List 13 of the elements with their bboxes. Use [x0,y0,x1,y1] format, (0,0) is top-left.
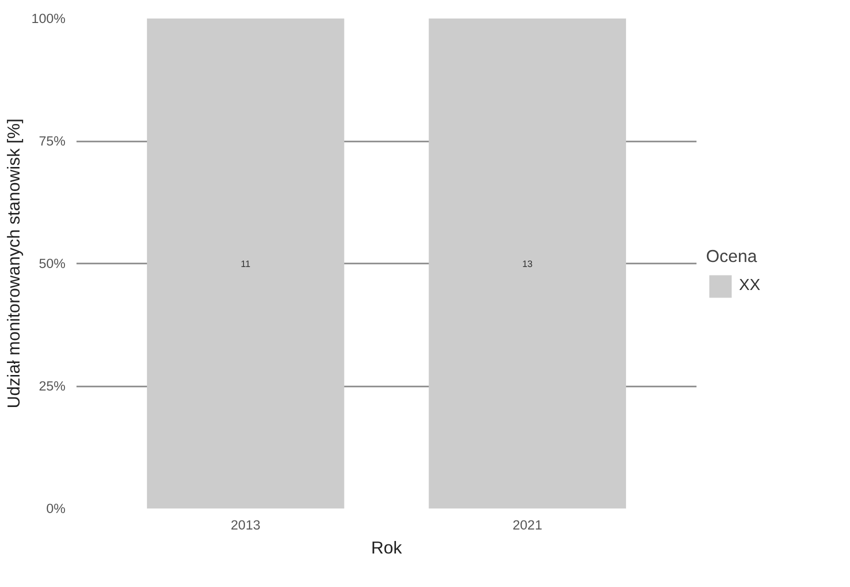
x-tick-label: 2021 [512,518,542,532]
legend-label: XX [739,277,760,295]
y-tick-label: 0% [46,501,66,516]
x-axis-title: Rok [371,538,402,558]
y-tick-label: 50% [38,256,66,271]
y-axis-title: Udział monitorowanych stanowisk [%] [3,118,24,408]
y-tick-label: 75% [38,134,66,148]
annotation: 11 [240,259,250,269]
y-tick-label: 100% [31,11,66,26]
y-tick-label: 25% [38,378,66,394]
legend-title: Ocena [706,246,758,267]
x-tick-label: 2013 [230,518,260,532]
annotation: 13 [522,259,533,269]
